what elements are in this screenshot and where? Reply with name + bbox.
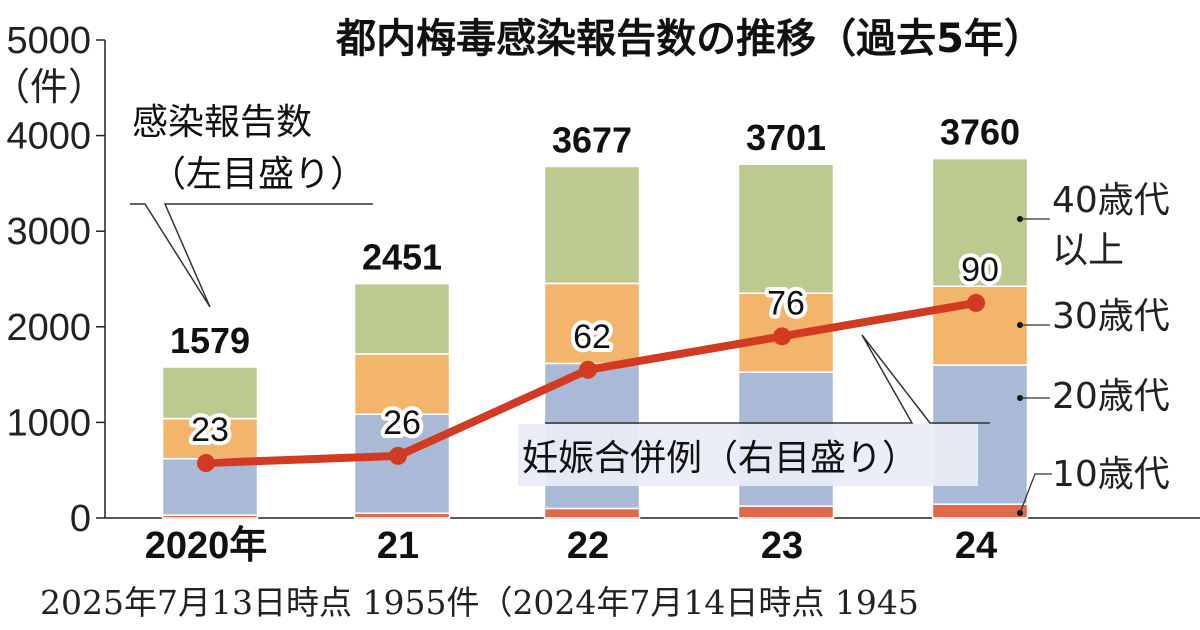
bar-total-label: 3701 — [746, 117, 826, 158]
pregnancy-point — [773, 327, 791, 346]
bar-segment-10歳代 — [737, 505, 835, 519]
total-label-line1: 感染報告数 — [132, 102, 312, 143]
pregnancy-value-label: 26 — [383, 404, 421, 442]
legend-label: 以上 — [1052, 230, 1124, 271]
pregnancy-point — [197, 454, 215, 473]
bar-total-label: 1579 — [170, 320, 250, 361]
legend-label: 30歳代 — [1052, 296, 1170, 337]
pregnancy-label-leader — [545, 334, 990, 424]
bar-segment-30歳代 — [353, 353, 451, 416]
bar-segment-10歳代 — [543, 507, 641, 519]
bar-segment-10歳代 — [931, 503, 1029, 519]
y-tick-label: 5000 — [6, 20, 91, 62]
x-tick-label: 24 — [955, 525, 997, 567]
bar-segment-40歳代以上 — [737, 163, 835, 294]
bar-segment-40歳代以上 — [161, 366, 259, 420]
legend-label: 40歳代 — [1052, 180, 1170, 221]
legend-leader — [1019, 473, 1052, 514]
pregnancy-line: 23 26 62 76 90 — [187, 247, 1003, 473]
x-tick-label: 21 — [377, 525, 419, 567]
pregnancy-label-bg — [518, 424, 978, 486]
pregnancy-point — [579, 360, 597, 379]
bar-segment-40歳代以上 — [353, 282, 451, 355]
y-tick-label: 0 — [70, 498, 91, 540]
y-tick-label: 3000 — [6, 211, 91, 253]
chart-title: 都内梅毒感染報告数の推移（過去5年） — [335, 16, 1044, 62]
legend-label: 10歳代 — [1052, 454, 1170, 495]
y-tick-label: 1000 — [6, 402, 91, 444]
left-axis: 0 1000 2000 3000 4000 5000 — [6, 20, 1200, 540]
x-tick-label: 2020年 — [145, 525, 268, 567]
pregnancy-value-label: 90 — [961, 251, 999, 289]
x-tick-label: 23 — [761, 525, 803, 567]
total-label-line2: （左目盛り） — [150, 154, 366, 195]
pregnancy-point — [389, 446, 407, 465]
footnote: 2025年7月13日時点 1955件（2024年7月14日時点 1945 — [40, 583, 919, 622]
bar-segment-40歳代以上 — [931, 157, 1029, 287]
pregnancy-value-label: 62 — [573, 318, 611, 356]
y-tick-label: 2000 — [6, 307, 91, 349]
bar-total-label: 2451 — [362, 237, 442, 278]
total-label-leader — [130, 203, 373, 308]
bar-segment-30歳代 — [543, 282, 641, 365]
bar-segment-40歳代以上 — [543, 165, 641, 285]
y-tick-label: 4000 — [6, 116, 91, 158]
bar-total-label: 3760 — [940, 112, 1020, 153]
pregnancy-label: 妊娠合併例（右目盛り） — [522, 438, 918, 479]
axis-unit: （件） — [0, 67, 106, 109]
legend-label: 20歳代 — [1052, 376, 1170, 417]
x-tick-label: 22 — [567, 525, 609, 567]
pregnancy-point — [967, 293, 985, 312]
pregnancy-value-label: 76 — [767, 284, 805, 322]
pregnancy-value-label: 23 — [191, 411, 229, 449]
bar-total-label: 3677 — [552, 119, 632, 160]
